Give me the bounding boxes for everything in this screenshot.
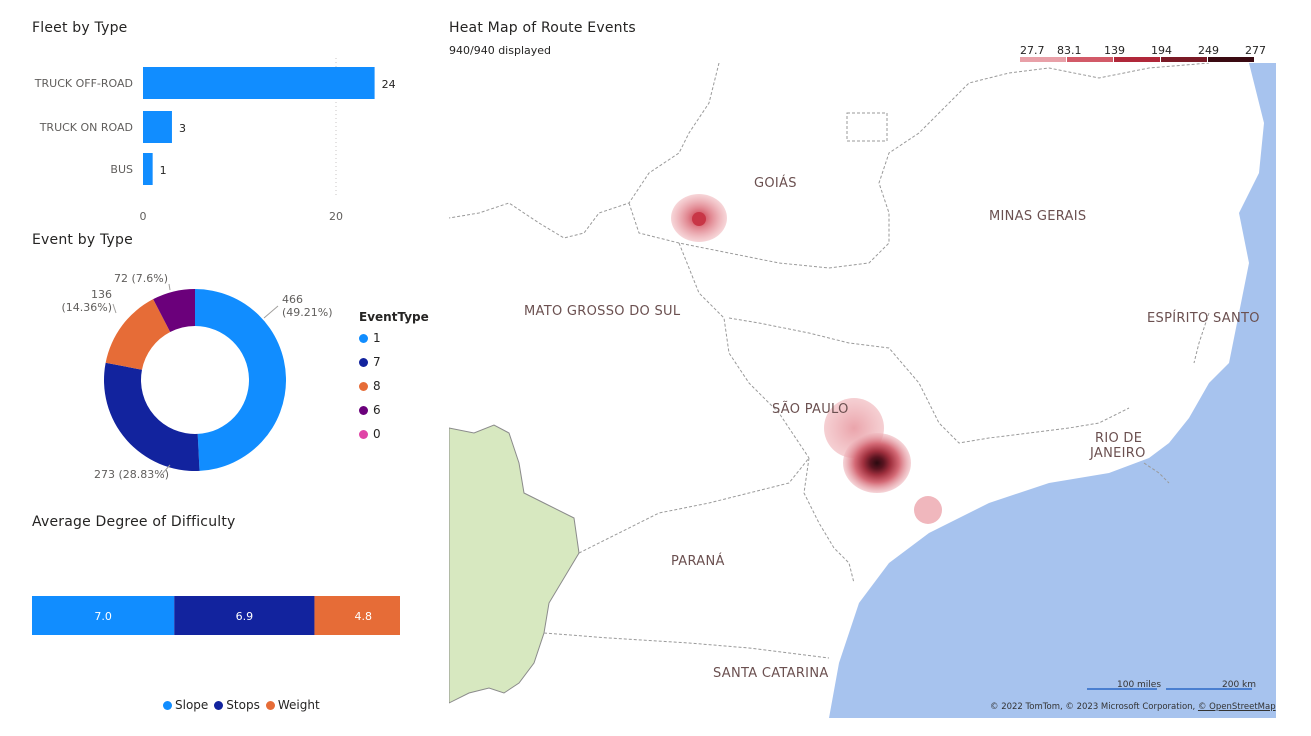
difficulty-legend-item[interactable]: Stops bbox=[214, 698, 260, 712]
difficulty-bar-segment[interactable] bbox=[32, 596, 175, 635]
state-borders bbox=[449, 63, 1210, 659]
fleet-chart-title: Fleet by Type bbox=[32, 20, 128, 36]
heat-scale-swatch bbox=[1161, 57, 1207, 62]
difficulty-segment-label: 7.0 bbox=[94, 610, 112, 623]
map-neighbor-country bbox=[449, 424, 580, 704]
donut-data-label-pct: (49.21%) bbox=[282, 306, 333, 319]
heat-scale-swatch bbox=[1067, 57, 1113, 62]
legend-dot-icon bbox=[214, 700, 224, 710]
map-attribution: © 2022 TomTom, © 2023 Microsoft Corporat… bbox=[990, 702, 1276, 712]
fleet-x-tick: 20 bbox=[329, 210, 343, 223]
event-legend-item[interactable]: 7 bbox=[359, 354, 429, 370]
event-legend-title: EventType bbox=[359, 310, 429, 324]
donut-slice[interactable] bbox=[105, 299, 171, 370]
scalebar-miles-label: 100 miles bbox=[1117, 680, 1161, 690]
map-label-minas-gerais: MINAS GERAIS bbox=[989, 209, 1086, 224]
heat-scale-tick-label: 277 bbox=[1245, 44, 1266, 57]
fleet-bar[interactable] bbox=[143, 67, 375, 99]
heat-core-goias bbox=[692, 212, 706, 226]
difficulty-stacked-bar[interactable]: 7.0 6.9 4.8 bbox=[0, 590, 400, 640]
difficulty-segment-label: 6.9 bbox=[236, 610, 254, 623]
map-label-parana: PARANÁ bbox=[671, 553, 725, 569]
legend-dot-icon bbox=[265, 700, 275, 710]
fleet-x-tick: 0 bbox=[140, 210, 147, 223]
map-label-espirito-santo: ESPÍRITO SANTO bbox=[1147, 310, 1260, 326]
legend-dot-icon bbox=[163, 700, 172, 710]
difficulty-bar-segment[interactable] bbox=[314, 596, 400, 635]
donut-slice[interactable] bbox=[195, 289, 287, 471]
fleet-bar-value: 1 bbox=[160, 164, 167, 177]
openstreetmap-link[interactable]: © OpenStreetMap bbox=[1197, 702, 1276, 712]
event-chart-title: Event by Type bbox=[32, 232, 133, 248]
heat-scale-swatch bbox=[1208, 57, 1254, 62]
legend-dot-icon bbox=[359, 429, 368, 439]
event-legend-item[interactable]: 1 bbox=[359, 330, 429, 346]
event-legend-item[interactable]: 0 bbox=[359, 426, 429, 442]
heatmap-map[interactable]: GOIÁS MINAS GERAIS MATO GROSSO DO SUL ES… bbox=[449, 63, 1276, 718]
donut-data-label: 72 (7.6%) bbox=[114, 272, 168, 285]
donut-slice[interactable] bbox=[103, 362, 200, 471]
difficulty-legend-item[interactable]: Slope bbox=[163, 698, 208, 712]
map-label-sao-paulo: SÃO PAULO bbox=[772, 401, 849, 417]
legend-label: Weight bbox=[277, 698, 320, 712]
difficulty-bar-segment[interactable] bbox=[174, 596, 315, 635]
map-label-goias: GOIÁS bbox=[754, 175, 797, 191]
heat-scale-tick-label: 249 bbox=[1198, 44, 1219, 57]
event-donut-chart[interactable]: 466(49.21%) 273 (28.83%) 136(14.36%) 72 (7.… bbox=[20, 260, 360, 500]
event-legend-item[interactable]: 8 bbox=[359, 378, 429, 394]
donut-leader-line bbox=[112, 303, 117, 314]
donut-leader-line bbox=[161, 464, 171, 475]
donut-slice[interactable] bbox=[153, 289, 195, 333]
difficulty-chart-title: Average Degree of Difficulty bbox=[32, 514, 236, 530]
scalebar-km-label: 200 km bbox=[1222, 680, 1256, 690]
heat-scale-tick-label: 27.7 bbox=[1020, 44, 1045, 57]
fleet-category-label: TRUCK OFF-ROAD bbox=[34, 77, 133, 90]
legend-dot-icon bbox=[359, 405, 368, 415]
donut-data-label: 466 bbox=[282, 293, 303, 306]
fleet-category-label: BUS bbox=[110, 163, 133, 176]
fleet-bar-value: 24 bbox=[382, 78, 396, 91]
legend-dot-icon bbox=[359, 357, 368, 367]
fleet-bar-value: 3 bbox=[179, 122, 186, 135]
heat-blob-sao-paulo-hot bbox=[843, 433, 911, 493]
donut-leader-line bbox=[263, 305, 279, 319]
heat-scale-legend: 27.7 83.1 139 194 249 277 bbox=[1010, 44, 1266, 64]
donut-data-label-pct: (14.36%) bbox=[61, 301, 112, 314]
heat-blob-coast bbox=[914, 496, 942, 524]
event-legend: EventType 1 7 8 6 0 bbox=[359, 310, 429, 442]
legend-label: 8 bbox=[373, 379, 381, 393]
event-legend-item[interactable]: 6 bbox=[359, 402, 429, 418]
legend-dot-icon bbox=[359, 381, 368, 391]
fleet-bar-chart[interactable]: 0 20 TRUCK OFF-ROAD 24 TRUCK ON ROAD 3 BUS 1 bbox=[0, 50, 400, 240]
legend-label: Stops bbox=[226, 698, 260, 712]
heat-scale-swatch bbox=[1114, 57, 1160, 62]
map-label-janeiro: JANEIRO bbox=[1089, 446, 1146, 461]
fleet-category-label: TRUCK ON ROAD bbox=[39, 121, 133, 134]
map-ocean bbox=[829, 63, 1276, 718]
legend-label: 6 bbox=[373, 403, 381, 417]
legend-label: Slope bbox=[175, 698, 209, 712]
attribution-text: © 2022 TomTom, © 2023 Microsoft Corporat… bbox=[990, 702, 1198, 712]
legend-dot-icon bbox=[359, 333, 368, 343]
heat-scale-tick-label: 194 bbox=[1151, 44, 1172, 57]
map-label-santa-catarina: SANTA CATARINA bbox=[713, 666, 829, 681]
difficulty-legend: Slope Stops Weight bbox=[163, 698, 320, 712]
donut-data-label: 136 bbox=[91, 288, 112, 301]
map-label-rio-de: RIO DE bbox=[1095, 431, 1142, 446]
fleet-bar[interactable] bbox=[143, 111, 172, 143]
difficulty-segment-label: 4.8 bbox=[354, 610, 372, 623]
heatmap-subtitle: 940/940 displayed bbox=[449, 44, 552, 57]
fleet-bar[interactable] bbox=[143, 153, 153, 185]
donut-data-label: 273 (28.83%) bbox=[94, 468, 169, 481]
legend-label: 0 bbox=[373, 427, 381, 441]
heat-scale-swatch bbox=[1020, 57, 1066, 62]
map-label-mato-grosso-do-sul: MATO GROSSO DO SUL bbox=[524, 304, 681, 319]
difficulty-legend-item[interactable]: Weight bbox=[265, 698, 320, 712]
legend-label: 7 bbox=[373, 355, 381, 369]
donut-leader-line bbox=[168, 283, 171, 291]
heat-scale-tick-label: 139 bbox=[1104, 44, 1125, 57]
legend-label: 1 bbox=[373, 331, 381, 345]
heatmap-title: Heat Map of Route Events bbox=[449, 20, 636, 36]
heat-scale-tick-label: 83.1 bbox=[1057, 44, 1082, 57]
